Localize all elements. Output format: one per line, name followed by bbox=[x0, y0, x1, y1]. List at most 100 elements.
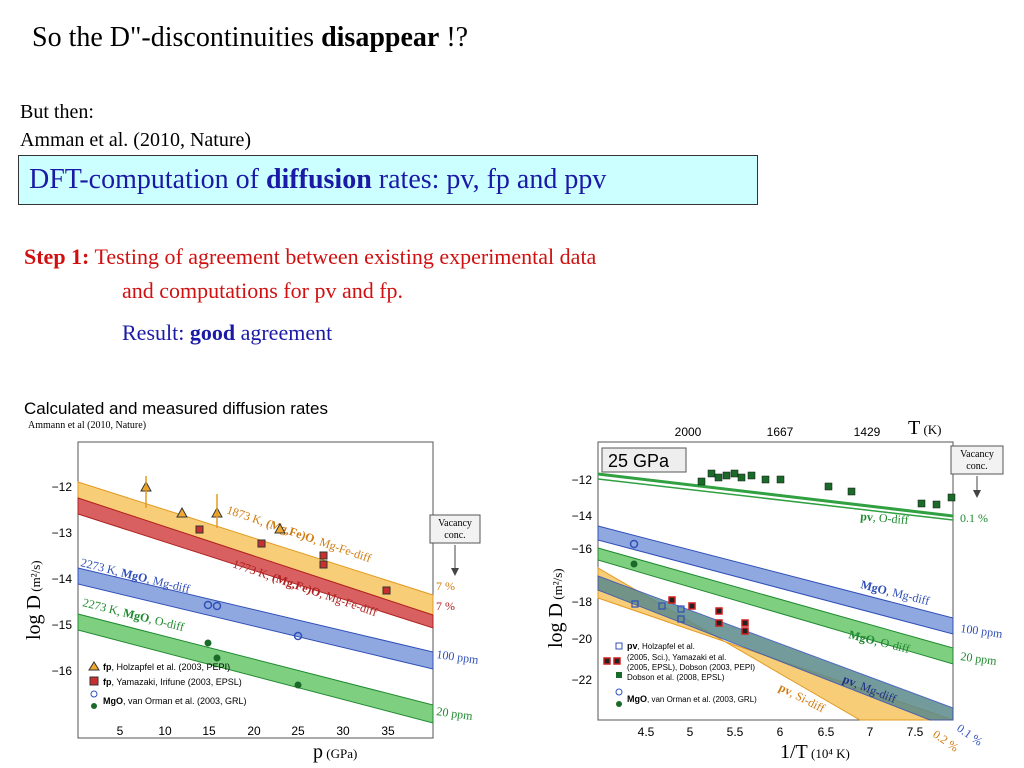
right-point bbox=[677, 605, 685, 613]
right-point bbox=[824, 482, 833, 491]
right-point bbox=[715, 607, 723, 615]
right-top-ticks: 2000 1667 1429 bbox=[675, 425, 881, 439]
left-vacancy-line1: Vacancy bbox=[438, 518, 472, 529]
left-y-ticks: −12 −13 −14 −15 −16 bbox=[52, 480, 73, 678]
left-band-red bbox=[77, 497, 434, 629]
right-point bbox=[668, 596, 676, 604]
left-conc-green: 20 ppm bbox=[436, 704, 475, 723]
intro-text: But then: Amman et al. (2010, Nature) bbox=[20, 98, 251, 154]
right-point-mgo-filled bbox=[630, 560, 638, 568]
left-xtick: 15 bbox=[202, 724, 216, 738]
left-point-mgo-open-1 bbox=[203, 600, 213, 610]
right-xtick: 4.5 bbox=[638, 725, 655, 739]
right-band-pv-mg bbox=[597, 575, 954, 721]
right-legend-item: (2005, Sci.), Yamazaki et al. bbox=[627, 653, 726, 662]
right-xtick: 5.5 bbox=[727, 725, 744, 739]
right-ytick: −22 bbox=[572, 673, 593, 687]
right-top-tick: 1429 bbox=[854, 425, 881, 439]
right-x-ticks: 4.5 5 5.5 6 6.5 7 7.5 bbox=[638, 725, 924, 739]
slide-title: So the D"-discontinuities disappear !? bbox=[32, 22, 469, 53]
step-line-2: and computations for pv and fp. bbox=[122, 278, 404, 303]
right-legend: pv, Holzapfel et al. (2005, Sci.), Yamaz… bbox=[603, 641, 757, 707]
right-ytick: −20 bbox=[572, 632, 593, 646]
left-xtick: 10 bbox=[158, 724, 172, 738]
right-point bbox=[947, 493, 956, 502]
left-conc-orange: 7 % bbox=[436, 579, 455, 593]
right-legend-item: MgO, van Orman et al. (2003, GRL) bbox=[627, 694, 757, 704]
right-point bbox=[631, 600, 639, 608]
right-point bbox=[707, 469, 716, 478]
left-vacancy-arrowhead bbox=[451, 568, 459, 576]
left-diffusion-chart: Calculated and measured diffusion rates … bbox=[23, 399, 481, 763]
left-xtick: 35 bbox=[381, 724, 395, 738]
right-point bbox=[714, 473, 723, 482]
right-point bbox=[730, 469, 739, 478]
left-point-fp-red-1 bbox=[195, 525, 204, 534]
left-point-fp-red-4 bbox=[319, 560, 328, 569]
right-point bbox=[761, 475, 770, 484]
left-legend-filled-circle-icon bbox=[91, 703, 97, 709]
left-point-fp-4 bbox=[274, 522, 286, 534]
right-point bbox=[737, 473, 746, 482]
right-point bbox=[776, 475, 785, 484]
right-point bbox=[722, 471, 731, 480]
left-xtick: 30 bbox=[336, 724, 350, 738]
right-legend-red-square-icon bbox=[603, 657, 611, 665]
left-band-green bbox=[77, 613, 434, 724]
left-legend: fp, Holzapfel et al. (2003, PEPI) fp, Ya… bbox=[88, 661, 247, 709]
right-band-pv-o-edge bbox=[597, 478, 954, 521]
left-legend-item-2: fp, Yamazaki, Irifune (2003, EPSL) bbox=[103, 677, 242, 687]
left-point-fp-2 bbox=[176, 506, 188, 518]
left-xtick: 20 bbox=[247, 724, 261, 738]
right-legend-open-square-icon bbox=[615, 642, 623, 650]
right-legend-green-square-icon bbox=[616, 672, 622, 678]
left-legend-open-circle-icon bbox=[90, 690, 98, 698]
left-ytick: −12 bbox=[52, 480, 73, 494]
left-vacancy-box bbox=[429, 514, 481, 544]
right-point bbox=[932, 500, 941, 509]
right-point bbox=[688, 602, 696, 610]
left-point-mgo-filled-1 bbox=[204, 639, 212, 647]
right-point bbox=[697, 477, 706, 486]
right-xtick: 7.5 bbox=[907, 725, 924, 739]
left-legend-triangle-icon bbox=[88, 661, 100, 671]
right-point bbox=[917, 499, 926, 508]
left-point-fp-red-3 bbox=[319, 551, 328, 560]
left-point-mgo-filled-3 bbox=[294, 681, 302, 689]
left-chart-subheading: Ammann et al (2010, Nature) bbox=[28, 420, 146, 431]
left-vacancy-line2: conc. bbox=[444, 530, 465, 541]
left-data-points bbox=[140, 476, 391, 689]
left-point-fp-red-2 bbox=[257, 539, 266, 548]
right-legend-item: pv, Holzapfel et al. bbox=[627, 641, 695, 651]
right-band-label-pv-o: pv, O-diff bbox=[860, 509, 910, 527]
right-vacancy-line2: conc. bbox=[966, 461, 987, 472]
right-top-tick: 2000 bbox=[675, 425, 702, 439]
right-xtick: 6.5 bbox=[818, 725, 835, 739]
right-vacancy-line1: Vacancy bbox=[960, 449, 994, 460]
right-ytick: −16 bbox=[572, 542, 593, 556]
right-x-axis-label: 1/T (10⁴ K) bbox=[780, 741, 850, 763]
right-point bbox=[658, 602, 666, 610]
step-label: Step 1: bbox=[24, 244, 90, 269]
right-point bbox=[677, 615, 685, 623]
but-then-text: But then: bbox=[20, 101, 94, 123]
right-band-mgo-mg bbox=[597, 525, 954, 635]
left-ytick: −16 bbox=[52, 664, 73, 678]
right-legend-red-square-icon bbox=[613, 657, 621, 665]
right-band-pv-o bbox=[597, 472, 954, 518]
right-vacancy-arrowhead bbox=[973, 490, 981, 498]
right-pressure-box bbox=[601, 447, 687, 473]
left-point-mgo-open-3 bbox=[293, 631, 303, 641]
right-band-mgo-o bbox=[597, 547, 954, 665]
left-x-axis-label: p (GPa) bbox=[313, 741, 357, 763]
right-y-axis-label: log D (m²/s) bbox=[545, 568, 567, 648]
right-legend-filled-circle-icon bbox=[616, 701, 622, 707]
right-legend-item: (2005, EPSL), Dobson (2003, PEPI) bbox=[627, 663, 755, 672]
left-point-mgo-filled-2 bbox=[213, 654, 221, 662]
right-conc-pv-o: 0.1 % bbox=[960, 511, 988, 525]
right-point bbox=[741, 627, 749, 635]
right-ytick: −18 bbox=[572, 595, 593, 609]
right-legend-open-circle-icon bbox=[615, 688, 623, 696]
right-top-axis-label: T (K) bbox=[908, 417, 942, 439]
left-legend-item-3: MgO, van Orman et al. (2003, GRL) bbox=[103, 696, 247, 706]
